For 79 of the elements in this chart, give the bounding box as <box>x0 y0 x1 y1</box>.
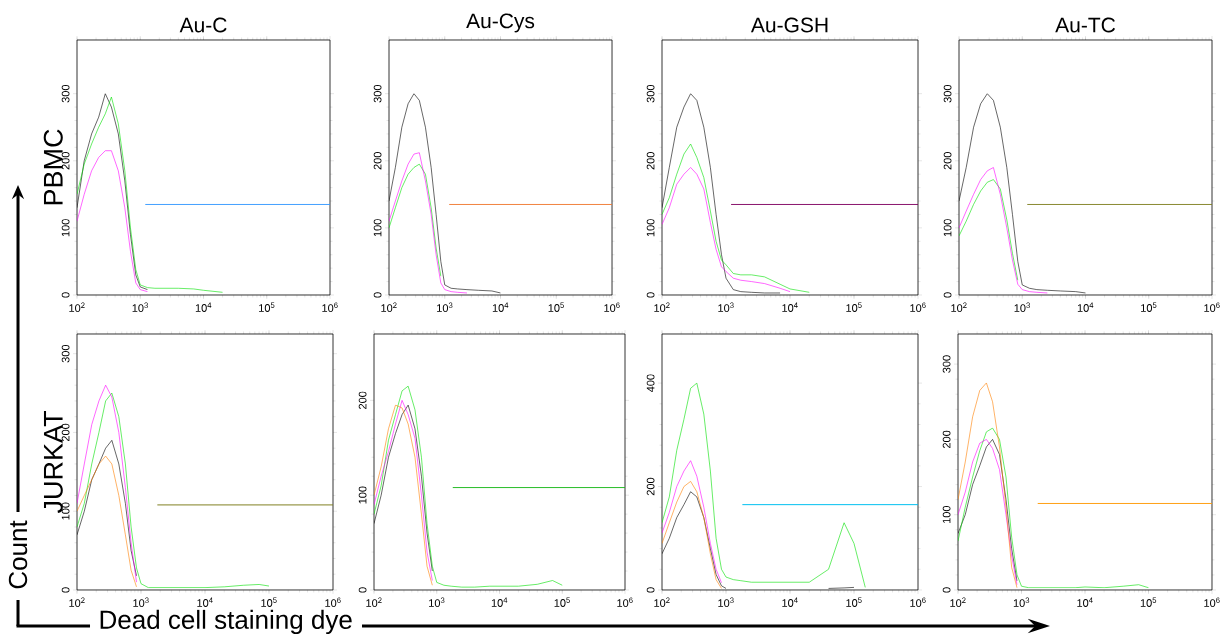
chart-title: Au-TC <box>1055 17 1116 33</box>
x-tick-label: 10$^{3}$ <box>718 597 734 607</box>
y-tick-label: 200 <box>373 152 382 170</box>
x-tick-label: 10$^{6}$ <box>617 597 633 607</box>
y-tick-label: 0 <box>646 292 655 298</box>
x-tick-label: 10$^{5}$ <box>261 597 277 607</box>
y-tick-label: 200 <box>61 152 70 170</box>
x-tick-label: 10$^{2}$ <box>69 302 85 312</box>
line-series <box>389 163 442 277</box>
y-tick-label: 300 <box>61 344 70 363</box>
y-tick-label: 100 <box>943 219 952 237</box>
x-tick-label: 10$^{2}$ <box>950 597 966 607</box>
y-tick-label: 0 <box>646 587 655 593</box>
x-tick-label: 10$^{4}$ <box>782 302 798 312</box>
x-tick-label: 10$^{2}$ <box>366 597 382 607</box>
y-tick-label: 100 <box>61 502 70 520</box>
y-tick-label: 0 <box>358 587 367 593</box>
x-tick-label: 10$^{4}$ <box>492 302 509 312</box>
text: Count <box>8 520 28 589</box>
y-tick-label: 200 <box>358 391 367 409</box>
y-tick-label: 200 <box>646 477 655 496</box>
y-axis-title: JURKAT <box>43 411 63 514</box>
text: Dead cell staining dye <box>100 609 352 635</box>
y-tick-label: 200 <box>942 430 951 449</box>
x-tick-label: 10$^{4}$ <box>197 597 213 607</box>
x-tick-label: 10$^{6}$ <box>1204 597 1220 607</box>
y-tick-label: 100 <box>646 219 655 237</box>
chart-title: Au-C <box>179 17 227 33</box>
x-tick-label: 10$^{5}$ <box>548 302 564 312</box>
x-tick-label: 10$^{3}$ <box>1014 302 1030 312</box>
y-tick-label: 200 <box>646 152 655 170</box>
x-tick-label: 10$^{3}$ <box>429 597 445 607</box>
y-tick-label: 0 <box>942 587 951 593</box>
y-tick-label: 200 <box>943 152 952 170</box>
x-tick-label: 10$^{4}$ <box>1077 597 1093 607</box>
y-tick-label: 0 <box>61 292 70 298</box>
x-tick-label: 10$^{3}$ <box>1013 597 1030 607</box>
x-tick-label: 10$^{4}$ <box>491 597 508 607</box>
y-tick-label: 0 <box>943 292 952 298</box>
x-tick-label: 10$^{5}$ <box>846 302 862 312</box>
y-tick-label: 300 <box>943 84 952 103</box>
x-tick-label: 10$^{6}$ <box>1204 302 1220 312</box>
x-tick-label: 10$^{2}$ <box>381 302 397 312</box>
x-tick-label: 10$^{6}$ <box>910 302 926 312</box>
y-tick-label: 100 <box>373 219 382 237</box>
x-tick-label: 10$^{4}$ <box>782 597 798 607</box>
x-tick-label: 10$^{3}$ <box>133 597 149 607</box>
y-axis-title: PBMC <box>43 129 63 205</box>
y-tick-label: 300 <box>373 84 382 103</box>
x-tick-label: 10$^{6}$ <box>604 302 620 312</box>
y-tick-label: 300 <box>646 84 655 103</box>
x-tick-label: 10$^{5}$ <box>259 302 275 312</box>
x-tick-label: 10$^{2}$ <box>69 597 85 607</box>
x-tick-label: 10$^{5}$ <box>846 597 862 607</box>
x-tick-label: 10$^{6}$ <box>325 597 341 607</box>
x-tick-label: 10$^{2}$ <box>951 302 967 312</box>
x-tick-label: 10$^{5}$ <box>554 597 570 607</box>
x-tick-label: 10$^{4}$ <box>195 302 212 312</box>
y-tick-label: 300 <box>61 84 70 103</box>
y-tick-label: 0 <box>61 587 70 593</box>
y-tick-label: 200 <box>61 423 70 442</box>
x-tick-label: 10$^{6}$ <box>910 597 926 607</box>
x-tick-label: 10$^{4}$ <box>1077 302 1094 312</box>
x-tick-label: 10$^{6}$ <box>322 302 338 312</box>
x-tick-label: 10$^{3}$ <box>718 302 734 312</box>
chart-title: Au-Cys <box>466 13 535 33</box>
x-tick-label: 10$^{5}$ <box>1140 597 1157 607</box>
x-tick-label: 10$^{2}$ <box>654 302 670 312</box>
y-tick-label: 100 <box>358 486 367 504</box>
x-tick-label: 10$^{2}$ <box>654 597 670 607</box>
x-tick-label: 10$^{5}$ <box>1141 302 1157 312</box>
x-tick-label: 10$^{3}$ <box>132 302 148 312</box>
y-tick-label: 300 <box>942 355 951 373</box>
y-tick-label: 100 <box>942 505 951 524</box>
y-tick-label: 400 <box>646 374 655 393</box>
x-tick-label: 10$^{3}$ <box>437 302 453 312</box>
chart-title: Au-GSH <box>750 17 828 33</box>
y-tick-label: 100 <box>61 219 70 237</box>
y-tick-label: 0 <box>373 292 382 298</box>
